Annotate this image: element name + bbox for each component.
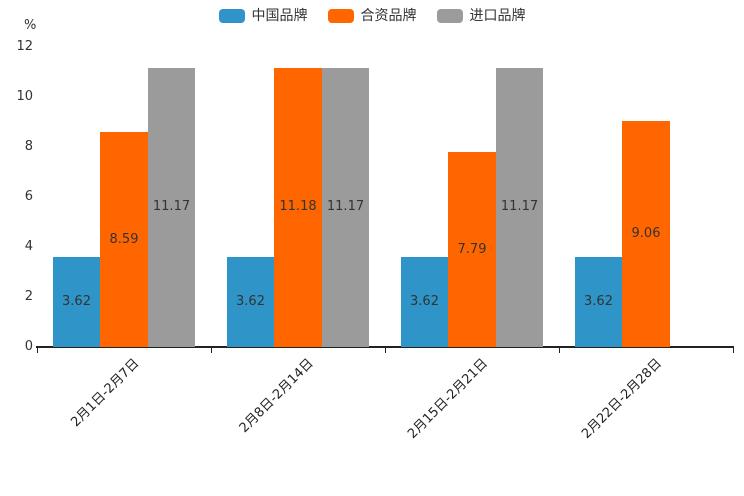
x-axis-category-label: 2月8日-2月14日 (236, 356, 317, 436)
x-axis-category-label: 2月15日-2月21日 (404, 356, 491, 442)
bar-value-label: 11.17 (152, 199, 191, 215)
y-axis-tick-label: 4 (24, 239, 33, 254)
legend-swatch-joint-venture-brand (327, 9, 354, 23)
bar-value-label: 8.59 (109, 231, 139, 247)
bar-0-0 (52, 256, 101, 347)
x-axis-tick-mark (733, 348, 734, 353)
x-axis-tick-mark (559, 348, 560, 353)
x-axis-tick-mark (37, 348, 38, 353)
legend-item-joint-venture-brand[interactable]: 合资品牌 (327, 8, 417, 24)
legend-swatch-china-brand (218, 9, 245, 23)
y-axis-tick-label: 0 (24, 339, 33, 354)
bar-value-label: 3.62 (410, 293, 439, 309)
bar-0-2 (400, 256, 449, 347)
x-axis-category-label: 2月1日-2月7日 (68, 356, 143, 431)
x-axis-line (36, 346, 734, 348)
legend-label-china-brand: 中国品牌 (251, 8, 308, 24)
bar-0-3 (574, 256, 623, 347)
bar-2-1 (321, 67, 370, 347)
bar-1-2 (448, 152, 496, 347)
legend-item-china-brand[interactable]: 中国品牌 (218, 8, 308, 24)
y-axis-unit-label: % (24, 18, 37, 33)
x-axis-category-label: 2月22日-2月28日 (578, 356, 665, 442)
legend: 中国品牌 合资品牌 进口品牌 (0, 8, 744, 24)
bar-2-0 (147, 67, 196, 347)
legend-label-import-brand: 进口品牌 (469, 8, 526, 24)
legend-swatch-import-brand (436, 9, 463, 23)
bar-value-label: 9.06 (631, 225, 661, 241)
bar-value-label: 11.18 (279, 199, 317, 215)
x-axis-tick-mark (385, 348, 386, 353)
y-axis-tick-label: 2 (24, 289, 33, 304)
bar-value-label: 3.62 (584, 293, 613, 309)
bar-2-2 (495, 67, 544, 347)
bar-value-label: 11.17 (500, 199, 539, 215)
y-axis-tick-label: 10 (16, 89, 33, 104)
bar-value-label: 3.62 (236, 293, 265, 309)
legend-item-import-brand[interactable]: 进口品牌 (436, 8, 526, 24)
y-axis-tick-label: 8 (24, 139, 33, 154)
legend-label-joint-venture-brand: 合资品牌 (360, 8, 417, 24)
x-axis-tick-mark (211, 348, 212, 353)
bar-1-3 (622, 120, 670, 347)
bar-0-1 (226, 256, 275, 347)
bar-value-label: 3.62 (62, 293, 91, 309)
bar-value-label: 11.17 (326, 199, 365, 215)
y-axis-tick-label: 12 (16, 39, 33, 54)
bar-1-1 (274, 67, 322, 347)
bar-1-0 (100, 132, 148, 347)
y-axis-tick-label: 6 (24, 189, 33, 204)
bar-value-label: 7.79 (457, 241, 487, 257)
